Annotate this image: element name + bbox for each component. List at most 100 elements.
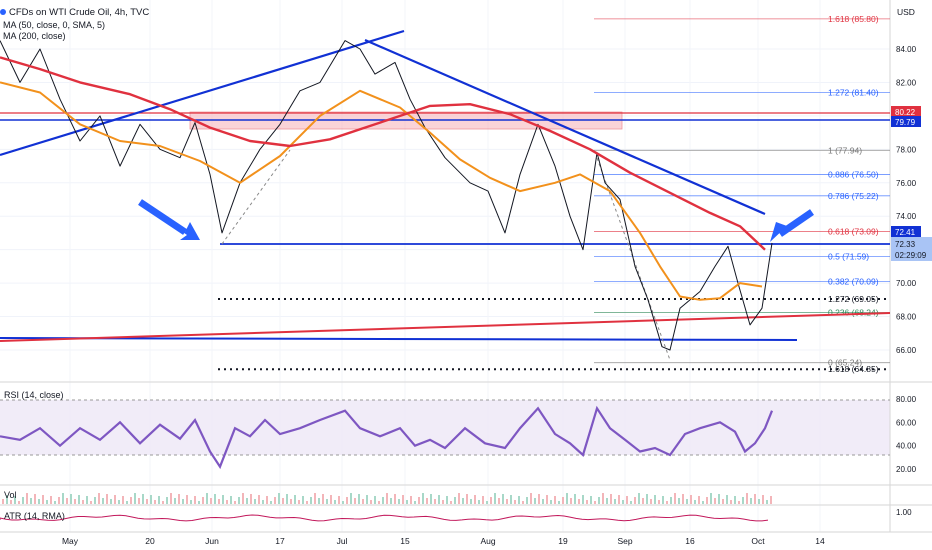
ma200-line[interactable] [0,56,766,251]
chart-title[interactable]: CFDs on WTI Crude Oil, 4h, TVC [9,7,149,18]
atr-line[interactable] [0,514,769,522]
volume-bar [126,501,128,504]
volume-bar [462,498,464,504]
volume-bar [234,501,236,504]
volume-bar [158,496,160,504]
x-tick-label: Jul [337,536,348,546]
volume-bar [266,496,268,504]
volume-bar [554,496,556,504]
volume-bar [698,496,700,504]
volume-bar [538,494,540,504]
volume-bar [110,499,112,504]
volume-bar [202,497,204,504]
volume-bar [550,500,552,504]
volume-bar [422,493,424,504]
fib-level-label: 1 (77.94) [828,145,862,155]
y-tick-label: 74.00 [896,212,917,221]
rsi-tick-label: 40.00 [896,442,917,451]
volume-bar [342,501,344,504]
volume-bar [146,499,148,504]
rising-red-trendline[interactable] [0,312,891,342]
upper-trendline[interactable] [0,29,405,157]
x-tick-label: 15 [400,536,410,546]
volume-bar [34,494,36,504]
volume-bar [722,499,724,504]
volume-bar [746,493,748,504]
volume-bar [198,501,200,504]
volume-bar [610,494,612,504]
volume-bar [670,497,672,504]
x-tick-label: 19 [558,536,568,546]
volume-bar [750,498,752,504]
volume-bar [66,498,68,504]
volume-bar [594,501,596,504]
badge-last-text: 72.41 [895,228,916,237]
volume-bar [514,500,516,504]
volume-bar [250,494,252,504]
volume-bar [690,495,692,504]
volume-bar [410,496,412,504]
volume-bar [606,498,608,504]
volume-bar [370,500,372,504]
volume-bar [14,496,16,504]
ma50-legend[interactable]: MA (50, close, 0, SMA, 5) [3,20,105,30]
volume-bar [238,497,240,504]
fib-level-label: 1.618 (64.85) [828,364,879,374]
volume-bar [590,496,592,504]
vol-legend[interactable]: Vol [4,490,17,500]
volume-bar [450,501,452,504]
volume-bar [498,498,500,504]
volume-bar [162,501,164,504]
volume-bar [262,500,264,504]
volume-bar [542,499,544,504]
volume-bar [102,498,104,504]
badge-79-79-text: 79.79 [895,118,916,127]
volume-bar [682,494,684,504]
volume-bar [414,501,416,504]
rsi-tick-label: 80.00 [896,395,917,404]
volume-bar [86,496,88,504]
volume-bar [442,500,444,504]
fib-level-label: 0 (65.24) [828,358,862,368]
volume-bar [90,501,92,504]
volume-bar [762,495,764,504]
currency-label[interactable]: USD [897,7,915,17]
fib-level-label: 1.618 (85.80) [828,14,879,24]
volume-bar [98,493,100,504]
volume-bar [394,494,396,504]
fib-level-label: 0.382 (70.09) [828,277,879,287]
volume-bar [270,501,272,504]
volume-bar [502,494,504,504]
volume-bar [630,501,632,504]
volume-bar [494,493,496,504]
lower-support-line[interactable] [0,337,798,341]
volume-bar [374,496,376,504]
descending-trendline[interactable] [364,38,766,216]
volume-bar [210,498,212,504]
rsi-legend[interactable]: RSI (14, close) [4,390,64,400]
x-tick-label: 17 [275,536,285,546]
volume-bar [510,495,512,504]
volume-bar [694,500,696,504]
volume-bar [330,495,332,504]
ma50-line[interactable] [0,81,763,301]
volume-bar [38,499,40,504]
y-tick-label: 68.00 [896,313,917,322]
volume-bar [386,493,388,504]
atr-legend[interactable]: ATR (14, RMA) [4,511,65,521]
volume-bar [170,493,172,504]
volume-bar [2,499,4,504]
volume-bar [274,497,276,504]
badge-80-22 [891,106,921,117]
rsi-line[interactable] [0,405,774,470]
volume-bar [298,500,300,504]
volume-bar [614,499,616,504]
volume-bar [602,493,604,504]
volume-bar [18,501,20,504]
volume-bar [490,497,492,504]
volume-bar [646,494,648,504]
volume-bar [310,497,312,504]
volume-bar [226,500,228,504]
ma200-legend[interactable]: MA (200, close) [3,31,66,41]
